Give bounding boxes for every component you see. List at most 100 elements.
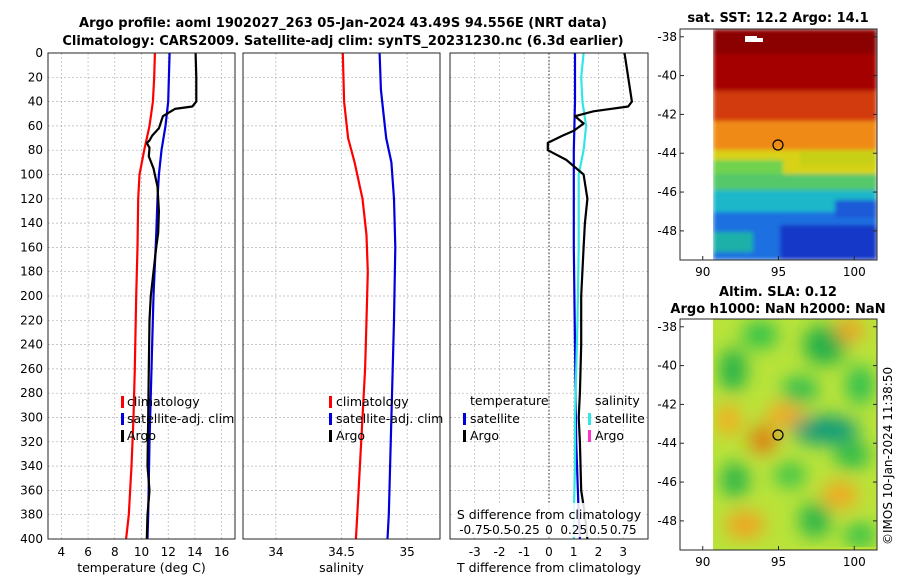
map-y-tick-label: -40 (657, 69, 677, 83)
sst-map-title: sat. SST: 12.2 Argo: 14.1 (687, 11, 868, 26)
salinity-legend: climatology satellite-adj. clim Argo (329, 394, 443, 443)
difference-panel: -3 -2 -1 0 1 2 3T difference from climatology t… (449, 52, 649, 575)
y-tick-label: 260 (20, 362, 43, 376)
legend-label: Argo (595, 428, 624, 443)
map-x-tick-label: 95 (771, 265, 786, 279)
map-y-tick-label: -42 (657, 397, 677, 411)
legend-swatch (329, 396, 332, 408)
sla-map: Altim. SLA: 0.12 Argo h1000: NaN h2000: … (657, 285, 885, 569)
legend-swatch (588, 430, 591, 442)
y-tick-label: 120 (20, 192, 43, 206)
y-tick-label: 180 (20, 265, 43, 279)
series-climatology (125, 52, 156, 540)
map-y-tick-label: -44 (657, 146, 677, 160)
map-x-tick-label: 90 (695, 265, 710, 279)
y-tick-label: 220 (20, 313, 43, 327)
s-diff-tick-label: -0.5 (488, 523, 511, 537)
legend-swatch (121, 396, 124, 408)
legend-label: satellite (595, 411, 645, 426)
y-tick-label: 160 (20, 240, 43, 254)
y-tick-label: 380 (20, 508, 43, 522)
map-y-tick-label: -48 (657, 224, 677, 238)
salinity-panel: 34 34.5 35 salinity climatology satellite-adj… (242, 52, 443, 575)
temperature-panel: 0 20 40 60 80 100 120 140 160 180 200 220 240 260 280 3… (20, 46, 236, 575)
y-tick-label: 0 (35, 46, 43, 60)
y-tick-label: 400 (20, 532, 43, 546)
map-y-tick-label: -40 (657, 359, 677, 373)
legend-swatch (121, 430, 124, 442)
difference-legend: temperature salinity satellite Argo satellit… (463, 393, 645, 443)
legend-label: satellite-adj. clim (336, 411, 443, 426)
salinity-axes (242, 52, 441, 540)
x-axis-label: T difference from climatology (456, 560, 642, 575)
legend-swatch (329, 430, 332, 442)
map-x-tick-label: 100 (843, 555, 866, 569)
x-tick-label: 0 (545, 545, 553, 559)
legend-label: Argo (470, 428, 499, 443)
y-tick-label: 20 (28, 70, 43, 84)
sst-argo-marker (772, 139, 784, 151)
x-tick-label: 8 (111, 545, 119, 559)
y-tick-label: 240 (20, 338, 43, 352)
legend-swatch (329, 413, 332, 425)
map-y-tick-label: -48 (657, 514, 677, 528)
legend-label: climatology (336, 394, 409, 409)
sla-argo-marker (772, 429, 784, 441)
map-y-tick-label: -46 (657, 185, 677, 199)
series-satellite-adj-clim (378, 52, 397, 540)
legend-label: satellite-adj. clim (127, 411, 234, 426)
legend-swatch (121, 413, 124, 425)
series-argo-t-diff (546, 52, 633, 540)
watermark: ©IMOS 10-Jan-2024 11:38:50 (881, 367, 895, 545)
x-tick-label: 4 (58, 545, 66, 559)
map-y-tick-label: -38 (657, 320, 677, 334)
x-tick-label: 1 (570, 545, 578, 559)
y-tick-label: 40 (28, 95, 43, 109)
x-tick-label: -3 (469, 545, 481, 559)
legend-label: Argo (127, 428, 156, 443)
x-tick-label: 3 (619, 545, 627, 559)
legend-swatch (463, 430, 466, 442)
y-tick-label: 80 (28, 143, 43, 157)
x-tick-label: 34.5 (328, 545, 355, 559)
sla-map-title-line1: Altim. SLA: 0.12 (719, 285, 837, 300)
x-tick-label: 2 (595, 545, 603, 559)
difference-axes (449, 52, 649, 540)
x-tick-label: 12 (161, 545, 176, 559)
y-tick-label: 300 (20, 411, 43, 425)
x-tick-label: 6 (84, 545, 92, 559)
series-satellite-s-diff (572, 52, 588, 539)
y-tick-label: 100 (20, 168, 43, 182)
series-satellite-t-diff (572, 53, 581, 540)
series-climatology (341, 52, 369, 540)
map-y-tick-label: -44 (657, 436, 677, 450)
x-axis-label: salinity (319, 560, 364, 575)
s-diff-tick-label: 0.5 (589, 523, 608, 537)
s-difference-axis: S difference from climatology-0.75-0.5-0… (452, 503, 646, 537)
x-tick-label: -2 (494, 545, 506, 559)
s-diff-tick-label: -0.25 (509, 523, 540, 537)
series-argo (145, 52, 198, 540)
map-x-tick-label: 95 (771, 555, 786, 569)
y-tick-label: 200 (20, 289, 43, 303)
x-axis-label: temperature (deg C) (77, 560, 206, 575)
s-diff-tick-label: 0.25 (560, 523, 587, 537)
x-tick-label: 16 (214, 545, 229, 559)
map-y-tick-label: -42 (657, 107, 677, 121)
temperature-legend: climatology satellite-adj. clim Argo (121, 394, 234, 443)
y-tick-label: 360 (20, 483, 43, 497)
legend-swatch (463, 413, 466, 425)
y-tick-label: 320 (20, 435, 43, 449)
sla-map-title-line2: Argo h1000: NaN h2000: NaN (670, 302, 885, 317)
legend-label: satellite (470, 411, 520, 426)
x-tick-label: 10 (134, 545, 149, 559)
s-diff-tick-label: 0.75 (610, 523, 637, 537)
x-tick-label: -1 (518, 545, 530, 559)
legend-label: Argo (336, 428, 365, 443)
x-tick-label: 14 (187, 545, 202, 559)
map-y-tick-label: -46 (657, 475, 677, 489)
y-tick-label: 140 (20, 216, 43, 230)
s-difference-label: S difference from climatology (457, 507, 642, 522)
legend-swatch (588, 413, 591, 425)
header-line1: Argo profile: aoml 1902027_263 05-Jan-20… (79, 16, 607, 31)
